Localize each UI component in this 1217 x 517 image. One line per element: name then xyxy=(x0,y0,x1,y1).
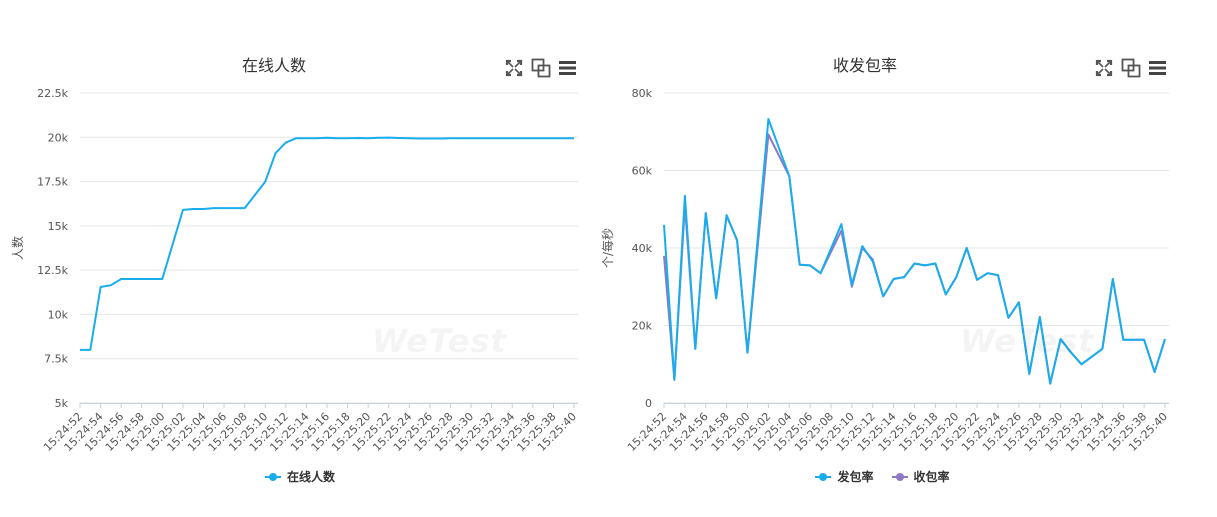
y-tick-label: 80k xyxy=(632,87,653,100)
compare-icon[interactable] xyxy=(531,58,551,78)
chart-online-svg: 5k7.5k10k12.5k15k17.5k20k22.5k15:24:5215… xyxy=(10,87,579,454)
chart-title: 收发包率 xyxy=(832,56,897,75)
y-tick-label: 20k xyxy=(632,320,653,333)
y-tick-label: 5k xyxy=(55,397,69,410)
chart-legend: 发包率 收包率 xyxy=(600,468,1165,485)
legend-label: 收包率 xyxy=(913,470,950,484)
series-line xyxy=(663,118,1166,385)
watermark-text: WeTest xyxy=(372,322,507,360)
chart-panel-packets: 0 20k 40k 60k 80k 15:24:52 15:24:54 15:24:56 15:… xyxy=(600,0,1200,517)
y-tick-label: 7.5k xyxy=(44,353,68,366)
y-axis-title: 个/每秒 xyxy=(600,228,615,268)
y-tick-label: 22.5k xyxy=(37,87,68,100)
legend-marker xyxy=(815,471,832,483)
menu-icon[interactable] xyxy=(1148,58,1168,78)
legend-marker xyxy=(891,471,908,483)
chart-title: 在线人数 xyxy=(241,56,306,75)
y-tick-label: 15k xyxy=(48,220,69,233)
legend-item-online[interactable]: 在线人数 xyxy=(264,468,335,485)
watermark-text: WeTest xyxy=(960,322,1095,360)
menu-icon[interactable] xyxy=(558,58,578,78)
legend-label: 发包率 xyxy=(837,470,874,484)
legend-marker xyxy=(264,471,281,483)
fullscreen-icon[interactable] xyxy=(504,58,524,78)
chart-packets-svg: 020k40k60k80k15:24:5215:24:5415:24:5615:… xyxy=(600,87,1170,454)
legend-item-send[interactable]: 发包率 xyxy=(815,468,874,485)
y-tick-label: 40k xyxy=(632,242,653,255)
series-line xyxy=(80,136,574,351)
y-tick-label: 0 xyxy=(645,397,652,410)
y-tick-label: 10k xyxy=(48,308,69,321)
y-tick-label: 60k xyxy=(632,165,653,178)
legend-item-receive[interactable]: 收包率 xyxy=(891,468,950,485)
y-tick-label: 12.5k xyxy=(37,264,68,277)
y-axis-title: 人数 xyxy=(10,236,25,260)
chart-legend: 在线人数 xyxy=(0,468,600,485)
compare-icon[interactable] xyxy=(1121,58,1141,78)
fullscreen-icon[interactable] xyxy=(1094,58,1114,78)
y-tick-label: 20k xyxy=(48,131,69,144)
chart-panel-online: 5k 7.5k 10k 12.5k 15k 17.5k 20k 22.5k 15:24:52 15… xyxy=(0,0,600,517)
legend-label: 在线人数 xyxy=(286,470,335,484)
y-tick-label: 17.5k xyxy=(37,176,68,189)
